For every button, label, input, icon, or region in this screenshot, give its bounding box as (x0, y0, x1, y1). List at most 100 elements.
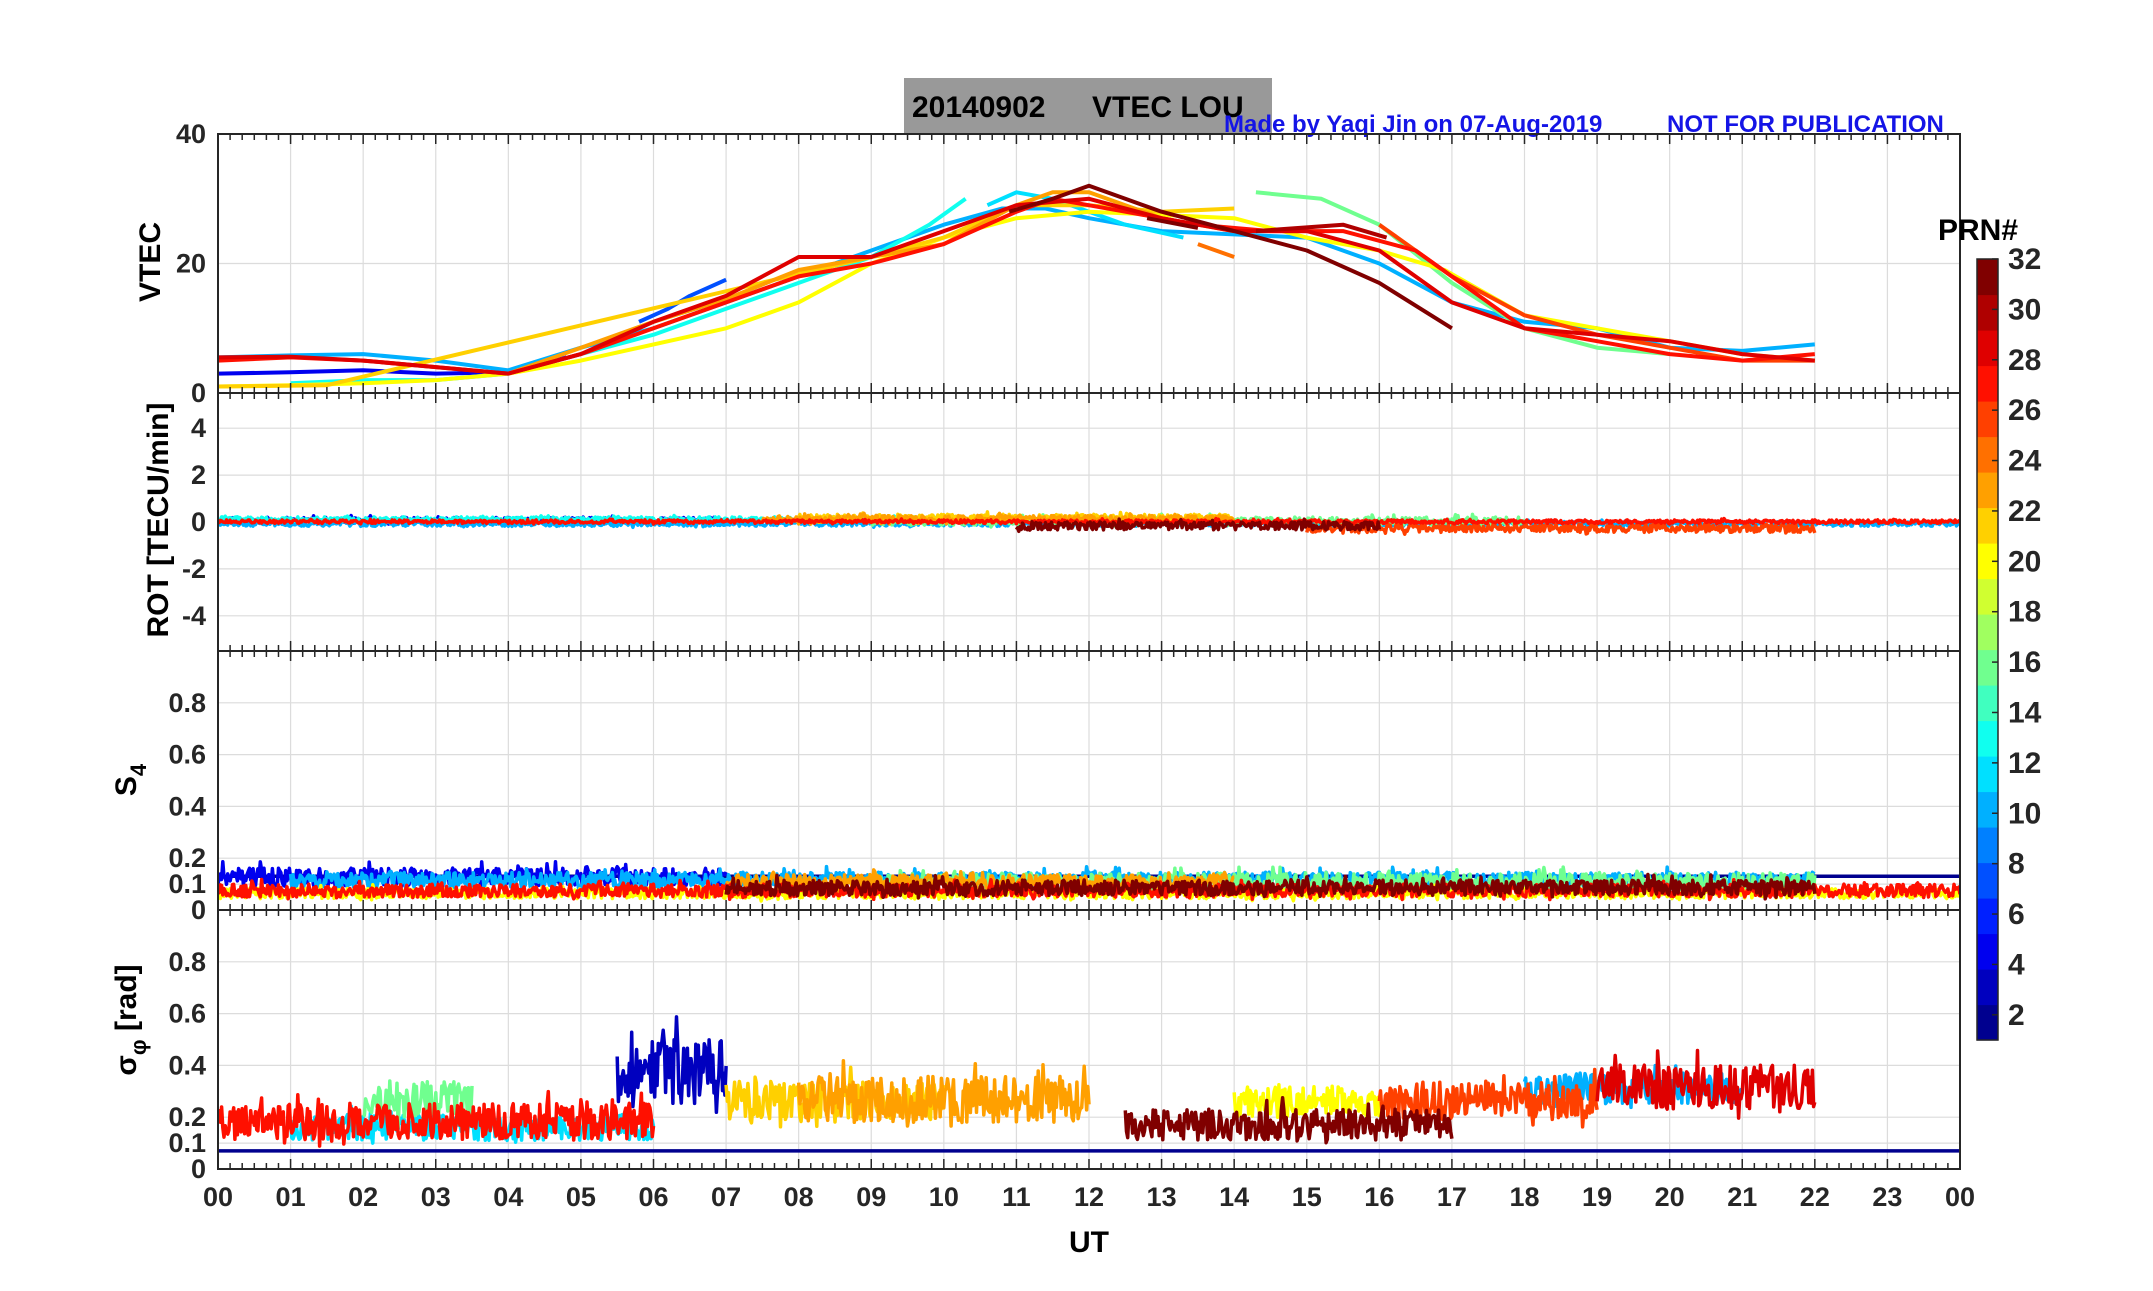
sigphi-ytick-label: 0.4 (168, 1050, 206, 1080)
colorbar-tick-label: 22 (2008, 495, 2041, 528)
s4-ytick-label: 0 (191, 895, 206, 925)
colorbar-tick-label: 12 (2008, 747, 2041, 780)
x-tick-label: 12 (1074, 1182, 1104, 1212)
colorbar-tick-label: 4 (2008, 948, 2025, 981)
colorbar-tick-label: 24 (2008, 445, 2042, 478)
colorbar-tick-label: 10 (2008, 797, 2041, 830)
colorbar-swatch-6 (1977, 791, 1998, 828)
vtec-ylabel: VTEC (134, 222, 167, 302)
rot-ytick-label: 2 (191, 460, 206, 490)
x-tick-label: 11 (1002, 1182, 1031, 1212)
sigphi-ytick-label: 0.8 (168, 947, 206, 977)
x-tick-label: 02 (348, 1182, 378, 1212)
sigphi-series-10 (1595, 1048, 1817, 1120)
x-tick-label: 17 (1437, 1182, 1467, 1212)
colorbar-swatch-7 (1977, 756, 1998, 793)
colorbar-swatch-3 (1977, 898, 1998, 935)
colorbar-swatch-14 (1977, 507, 1998, 544)
colorbar-swatch-9 (1977, 685, 1998, 722)
x-tick-label: 21 (1727, 1182, 1757, 1212)
rot-series-8 (1014, 517, 1382, 534)
s4-ytick-label: 0.8 (168, 688, 206, 718)
rot-ylabel: ROT [TECU/min] (142, 403, 175, 638)
colorbar-tick-label: 16 (2008, 646, 2041, 679)
colorbar-tick-label: 18 (2008, 596, 2041, 629)
x-tick-label: 23 (1872, 1182, 1902, 1212)
colorbar-swatch-4 (1977, 862, 1998, 899)
sigphi-ytick-label: 0.6 (168, 999, 206, 1029)
colorbar-title: PRN# (1938, 214, 2018, 247)
title-type: VTEC LOU (1092, 91, 1244, 124)
colorbar-swatch-12 (1977, 578, 1998, 615)
vtec-series-6 (218, 209, 1815, 389)
x-tick-label: 09 (856, 1182, 886, 1212)
s4-ytick-label: 0.4 (168, 791, 206, 821)
colorbar-tick-label: 14 (2008, 696, 2042, 729)
colorbar-swatch-0 (1977, 1004, 1998, 1041)
title-date: 20140902 (912, 91, 1045, 124)
colorbar-tick-label: 20 (2008, 545, 2041, 578)
colorbar-swatch-19 (1977, 330, 1998, 367)
x-tick-label: 01 (276, 1182, 306, 1212)
colorbar-tick-label: 2 (2008, 999, 2025, 1032)
colorbar-swatch-11 (1977, 614, 1998, 651)
x-tick-label: 15 (1292, 1182, 1322, 1212)
vtec-series-group (218, 183, 1815, 389)
colorbar-swatch-16 (1977, 436, 1998, 473)
s4-ytick-label: 0.2 (168, 843, 206, 873)
vtec-ytick-label: 0 (191, 378, 206, 408)
x-tick-label: 00 (1945, 1182, 1975, 1212)
sigphi-ytick-label: 0 (191, 1154, 206, 1184)
rot-ytick-label: 4 (191, 413, 206, 443)
sigphi-ytick-label: 0.2 (168, 1102, 206, 1132)
colorbar-swatch-2 (1977, 933, 1998, 970)
s4-series-group (218, 859, 1960, 903)
colorbar-swatch-21 (1977, 259, 1998, 296)
sigphi-series-8 (1377, 1067, 1599, 1129)
colorbar-tick-label: 32 (2008, 243, 2041, 276)
sigphi-series-group (218, 1015, 1960, 1153)
vtec-series-12 (218, 196, 1815, 376)
s4-ytick-label: 0.6 (168, 740, 206, 770)
x-tick-label: 13 (1147, 1182, 1177, 1212)
vtec-series-9 (1197, 242, 1235, 259)
colorbar-tick-label: 6 (2008, 898, 2025, 931)
x-tick-label: 10 (929, 1182, 959, 1212)
vtec-series-13 (1255, 222, 1388, 240)
colorbar-swatch-5 (1977, 827, 1998, 864)
sigphi-series-7 (796, 1058, 1091, 1128)
s4-ytick-label: 0.1 (168, 869, 206, 899)
colorbar-swatch-13 (1977, 543, 1998, 580)
sigphi-ytick-label: 0.1 (168, 1128, 206, 1158)
colorbar-swatch-17 (1977, 401, 1998, 438)
rot-ytick-label: 0 (191, 507, 206, 537)
x-tick-label: 20 (1655, 1182, 1685, 1212)
x-tick-label: 05 (566, 1182, 596, 1212)
x-tick-label: 08 (784, 1182, 814, 1212)
colorbar-swatch-8 (1977, 720, 1998, 757)
vtec-series-5 (1255, 190, 1670, 357)
colorbar-tick-label: 30 (2008, 293, 2041, 326)
x-tick-label: 18 (1509, 1182, 1539, 1212)
vtec-series-14 (1008, 183, 1453, 330)
colorbar-swatch-20 (1977, 294, 1998, 331)
colorbar-tick-label: 26 (2008, 394, 2041, 427)
vtec-ytick-label: 20 (176, 249, 206, 279)
colorbar-tick-label: 28 (2008, 344, 2041, 377)
sigphi-series-9 (218, 1089, 656, 1148)
x-tick-label: 14 (1219, 1182, 1249, 1212)
sigphi-series-5 (1232, 1082, 1382, 1123)
vtec-series-15 (1146, 216, 1199, 230)
x-tick-label: 03 (421, 1182, 451, 1212)
x-axis-label: UT (1069, 1226, 1109, 1259)
sigphi-series-11 (1123, 1096, 1454, 1145)
rot-ytick-label: -4 (182, 601, 206, 631)
colorbar-tick-label: 8 (2008, 848, 2025, 881)
x-tick-label: 22 (1800, 1182, 1830, 1212)
x-tick-label: 16 (1364, 1182, 1394, 1212)
sigphi-series-1 (615, 1015, 728, 1115)
x-tick-label: 06 (638, 1182, 668, 1212)
